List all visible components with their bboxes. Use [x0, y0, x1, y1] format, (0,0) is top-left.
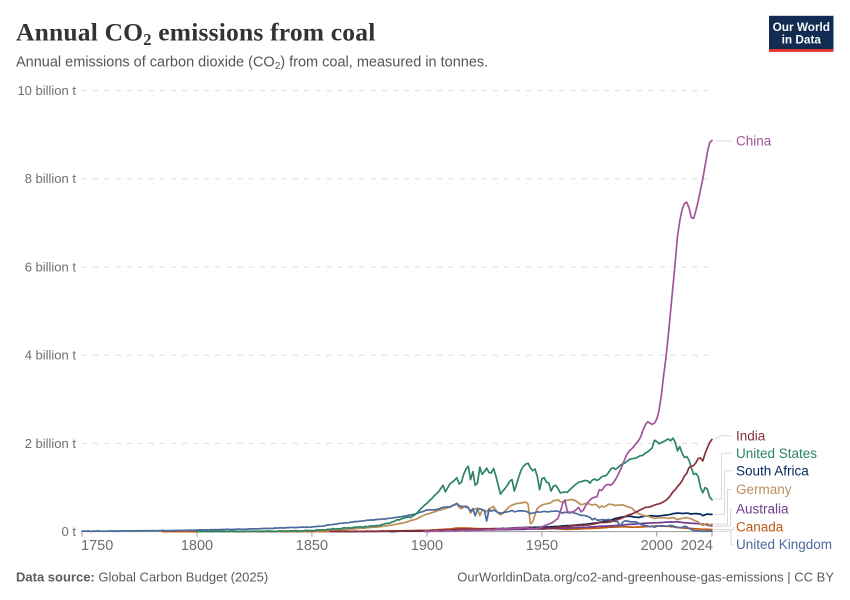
- svg-text:2024: 2024: [681, 538, 713, 554]
- svg-text:4 billion t: 4 billion t: [25, 348, 77, 363]
- svg-text:1850: 1850: [296, 538, 328, 554]
- svg-text:Annual CO2 emissions from coal: Annual CO2 emissions from coal: [16, 18, 376, 50]
- svg-text:United States: United States: [736, 446, 817, 461]
- svg-text:2000: 2000: [641, 538, 673, 554]
- svg-text:Annual emissions of carbon dio: Annual emissions of carbon dioxide (CO2)…: [16, 55, 488, 73]
- svg-text:Our World: Our World: [773, 20, 830, 34]
- svg-text:6 billion t: 6 billion t: [25, 259, 77, 274]
- svg-text:1900: 1900: [411, 538, 443, 554]
- svg-text:Canada: Canada: [736, 519, 784, 534]
- svg-text:Data source: Global Carbon Bud: Data source: Global Carbon Budget (2025): [16, 570, 268, 585]
- svg-text:10 billion t: 10 billion t: [17, 83, 76, 98]
- svg-text:China: China: [736, 134, 772, 149]
- svg-text:United Kingdom: United Kingdom: [736, 537, 832, 552]
- svg-text:Australia: Australia: [736, 501, 789, 516]
- svg-text:1750: 1750: [81, 538, 113, 554]
- svg-text:South Africa: South Africa: [736, 463, 809, 478]
- svg-text:Germany: Germany: [736, 482, 792, 497]
- svg-text:2 billion t: 2 billion t: [25, 436, 77, 451]
- svg-text:in Data: in Data: [782, 32, 822, 46]
- svg-text:India: India: [736, 428, 766, 443]
- svg-text:0 t: 0 t: [62, 524, 77, 539]
- svg-text:8 billion t: 8 billion t: [25, 171, 77, 186]
- svg-text:1950: 1950: [526, 538, 558, 554]
- svg-text:OurWorldinData.org/co2-and-gre: OurWorldinData.org/co2-and-greenhouse-ga…: [457, 570, 834, 585]
- svg-text:1800: 1800: [181, 538, 213, 554]
